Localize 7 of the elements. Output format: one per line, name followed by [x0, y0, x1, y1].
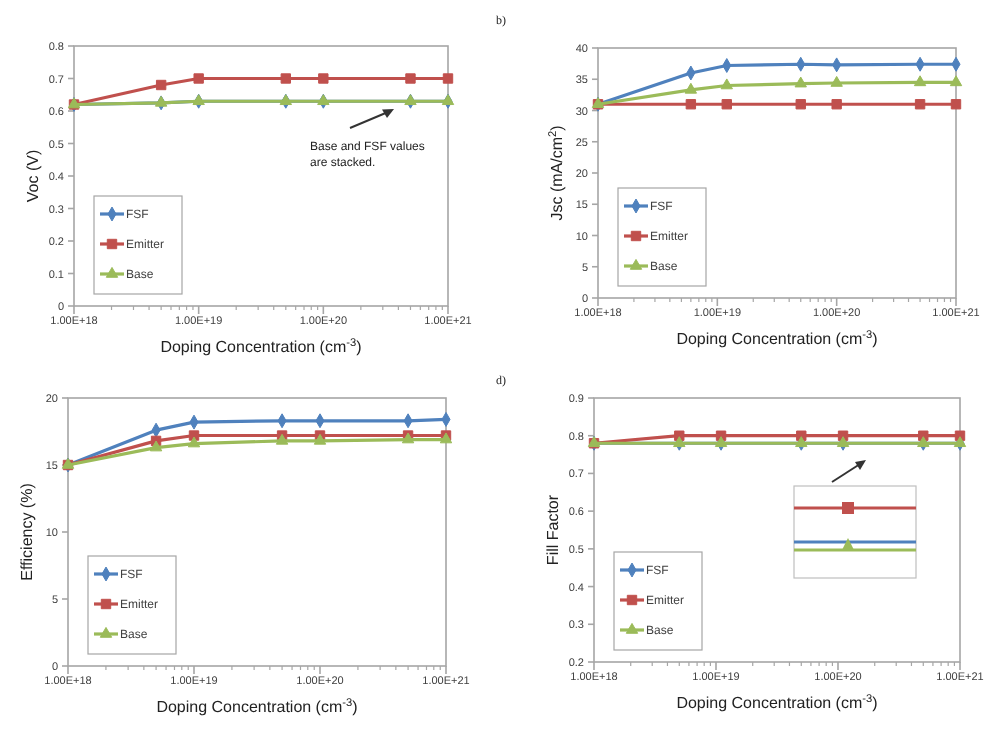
x-axis-title: Doping Concentration (cm$^{-3}$)	[676, 330, 879, 348]
x-axis-title: Doping Concentration (cm$^{-3}$)	[676, 694, 879, 712]
x-axis-title: Doping Concentration (cm$^{-3}$)	[156, 698, 359, 716]
y-axis-title: Fill Factor	[544, 494, 562, 566]
y-axis-title: Efficiency (%)	[18, 482, 36, 581]
y-axis-title: Voc (V)	[24, 149, 42, 203]
x-axis-title: Doping Concentration (cm$^{-3}$)	[160, 338, 363, 356]
